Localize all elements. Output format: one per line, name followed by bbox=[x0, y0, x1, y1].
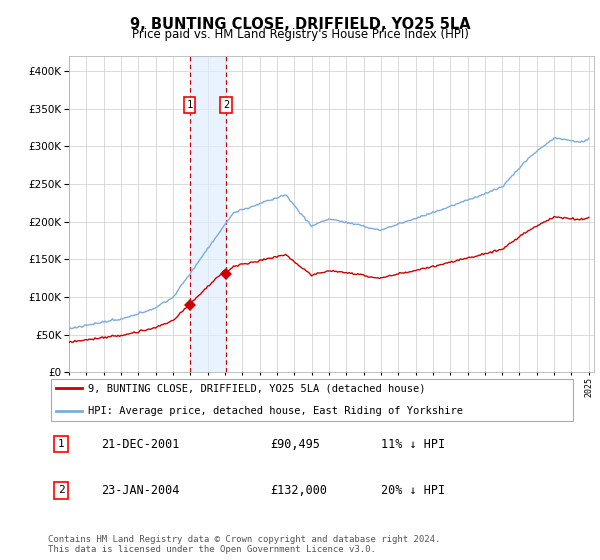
Text: 23-JAN-2004: 23-JAN-2004 bbox=[101, 484, 179, 497]
Text: 2: 2 bbox=[223, 100, 229, 110]
Text: £132,000: £132,000 bbox=[270, 484, 327, 497]
Bar bbox=[190, 56, 226, 372]
Text: 1: 1 bbox=[58, 439, 65, 449]
Text: 20% ↓ HPI: 20% ↓ HPI bbox=[380, 484, 445, 497]
Text: £90,495: £90,495 bbox=[270, 437, 320, 451]
Text: HPI: Average price, detached house, East Riding of Yorkshire: HPI: Average price, detached house, East… bbox=[88, 407, 463, 416]
Text: Price paid vs. HM Land Registry's House Price Index (HPI): Price paid vs. HM Land Registry's House … bbox=[131, 28, 469, 41]
Text: 2: 2 bbox=[58, 486, 65, 495]
Text: 21-DEC-2001: 21-DEC-2001 bbox=[101, 437, 179, 451]
Text: Contains HM Land Registry data © Crown copyright and database right 2024.
This d: Contains HM Land Registry data © Crown c… bbox=[48, 535, 440, 554]
FancyBboxPatch shape bbox=[50, 379, 574, 421]
Text: 9, BUNTING CLOSE, DRIFFIELD, YO25 5LA (detached house): 9, BUNTING CLOSE, DRIFFIELD, YO25 5LA (d… bbox=[88, 384, 425, 393]
Text: 11% ↓ HPI: 11% ↓ HPI bbox=[380, 437, 445, 451]
Text: 9, BUNTING CLOSE, DRIFFIELD, YO25 5LA: 9, BUNTING CLOSE, DRIFFIELD, YO25 5LA bbox=[130, 17, 470, 32]
Text: 1: 1 bbox=[187, 100, 193, 110]
